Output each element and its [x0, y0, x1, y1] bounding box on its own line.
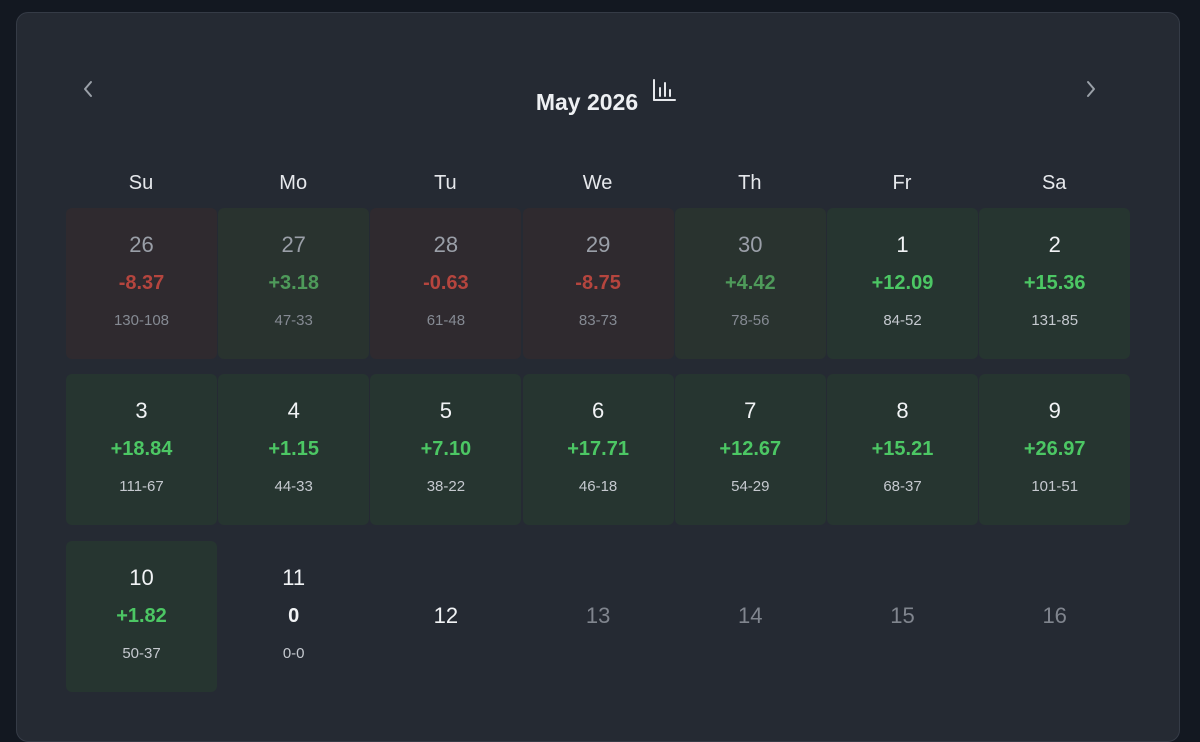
day-number: 2	[1048, 232, 1061, 257]
day-pnl: +4.42	[724, 272, 776, 294]
day-number: 29	[585, 232, 611, 257]
day-number: 16	[1042, 603, 1067, 628]
day-cell[interactable]: 16	[979, 541, 1130, 692]
weekday-label: Mo	[279, 172, 308, 194]
day-pnl: +17.71	[567, 438, 629, 460]
day-cell[interactable]: 28 -0.63 61-48	[370, 208, 522, 359]
day-pnl: +15.21	[871, 438, 934, 460]
day-pnl: +3.18	[268, 272, 319, 294]
day-pnl: +18.84	[110, 438, 173, 460]
weekday-label: We	[582, 172, 613, 194]
day-number: 15	[890, 603, 915, 628]
day-number: 30	[738, 232, 763, 257]
day-number: 9	[1048, 398, 1061, 423]
day-record: 83-73	[578, 312, 618, 329]
day-record: 47-33	[274, 312, 313, 329]
day-pnl: +12.09	[871, 272, 934, 294]
day-number: 28	[433, 232, 459, 257]
day-record: 84-52	[883, 312, 922, 329]
day-pnl: -8.37	[118, 272, 165, 294]
day-cell[interactable]: 1 +12.09 84-52	[827, 208, 978, 359]
day-record: 78-56	[731, 312, 770, 329]
day-number: 5	[439, 398, 453, 423]
day-cell[interactable]: 29 -8.75 83-73	[522, 208, 674, 359]
day-number: 11	[282, 565, 306, 590]
day-cell[interactable]: 5 +7.10 38-22	[370, 374, 522, 525]
day-pnl: -0.63	[423, 272, 469, 294]
day-record: 38-22	[426, 478, 466, 495]
day-cell[interactable]: 27 +3.18 47-33	[218, 208, 370, 359]
day-cell[interactable]: 12	[370, 541, 521, 692]
day-record: 46-18	[578, 478, 618, 495]
day-number: 13	[585, 603, 611, 628]
day-record: 0-0	[282, 645, 305, 662]
day-cell[interactable]: 13	[523, 541, 674, 692]
day-cell[interactable]: 10 +1.82 50-37	[66, 541, 217, 692]
day-number: 14	[738, 603, 763, 628]
day-cell[interactable]: 4 +1.15 44-33	[218, 374, 370, 525]
day-pnl: +1.15	[268, 438, 319, 460]
day-cell[interactable]: 8 +15.21 68-37	[827, 374, 978, 525]
day-pnl: -8.75	[575, 272, 621, 294]
day-record: 130-108	[113, 312, 170, 329]
day-cell[interactable]: 2 +15.36 131-85	[979, 208, 1131, 359]
day-cell[interactable]: 15	[827, 541, 978, 692]
day-record: 68-37	[883, 478, 922, 495]
day-number: 3	[135, 398, 148, 423]
day-cell[interactable]: 3 +18.84 111-67	[66, 374, 217, 525]
day-cell[interactable]: 6 +17.71 46-18	[522, 374, 674, 525]
weekday-label: Tu	[434, 172, 457, 194]
calendar-card: May 2026 Su Mo Tu We Th Fr Sa 26 -8.37 130-108 27 +…	[16, 12, 1180, 742]
weekday-label: Fr	[892, 172, 912, 194]
day-pnl: +26.97	[1023, 438, 1086, 460]
weekday-label: Th	[738, 172, 762, 194]
day-number: 7	[744, 398, 757, 423]
day-number: 1	[896, 232, 909, 257]
day-cell[interactable]: 11 0 0-0	[218, 541, 369, 692]
day-record: 50-37	[122, 645, 161, 662]
month-title: May 2026	[535, 89, 639, 115]
day-record: 131-85	[1031, 312, 1079, 329]
day-record: 61-48	[426, 312, 466, 329]
page: May 2026 Su Mo Tu We Th Fr Sa 26 -8.37 130-108 27 +…	[16, 12, 1180, 742]
day-pnl: 0	[288, 605, 300, 627]
day-pnl: +7.10	[420, 438, 472, 460]
weekday-label: Sa	[1041, 172, 1067, 194]
day-number: 27	[281, 232, 306, 257]
day-pnl: +1.82	[116, 605, 167, 627]
day-cell[interactable]: 14	[675, 541, 826, 692]
day-record: 44-33	[274, 478, 313, 495]
day-pnl: +12.67	[719, 438, 782, 460]
day-number: 12	[433, 603, 459, 628]
day-cell[interactable]: 26 -8.37 130-108	[66, 208, 217, 359]
weekday-label: Su	[128, 172, 154, 194]
day-number: 10	[129, 565, 154, 590]
day-record: 111-67	[119, 478, 164, 495]
day-cell[interactable]: 30 +4.42 78-56	[674, 208, 826, 359]
day-number: 6	[591, 398, 605, 423]
prev-month-button[interactable]	[77, 77, 101, 101]
day-cell[interactable]: 9 +26.97 101-51	[979, 374, 1131, 525]
day-record: 54-29	[731, 478, 770, 495]
day-cell[interactable]: 7 +12.67 54-29	[674, 374, 826, 525]
day-number: 8	[896, 398, 909, 423]
next-month-button[interactable]	[1078, 77, 1102, 101]
day-number: 4	[287, 398, 300, 423]
stats-icon-button[interactable]	[651, 77, 677, 103]
day-record: 101-51	[1031, 478, 1079, 495]
day-pnl: +15.36	[1023, 272, 1086, 294]
day-number: 26	[129, 232, 154, 257]
